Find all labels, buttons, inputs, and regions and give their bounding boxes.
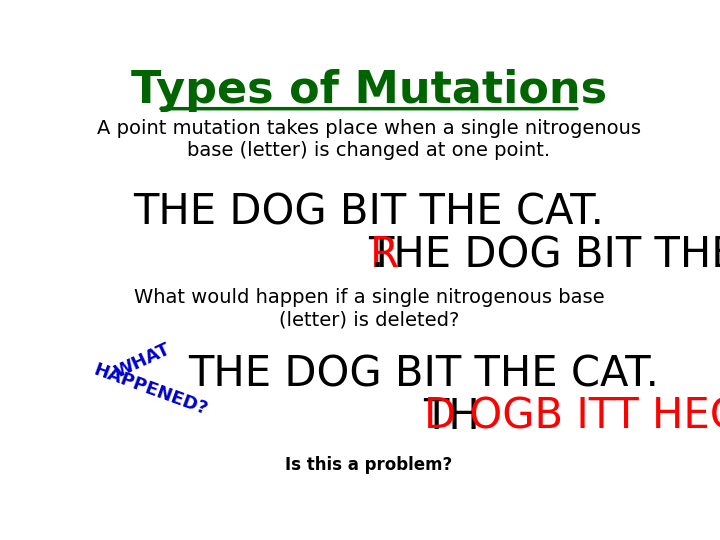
Text: THE DOG BIT THE CAT.: THE DOG BIT THE CAT. [188,354,659,395]
Text: Types of Mutations: Types of Mutations [131,69,607,112]
Text: THE DOG BIT THE CAT.: THE DOG BIT THE CAT. [134,192,604,234]
Text: A point mutation takes place when a single nitrogenous
base (letter) is changed : A point mutation takes place when a sing… [97,119,641,160]
Text: What would happen if a single nitrogenous base
(letter) is deleted?: What would happen if a single nitrogenou… [134,288,604,329]
Text: R: R [369,234,398,276]
Text: HAPPENED?: HAPPENED? [91,361,210,418]
Text: .: . [370,234,384,276]
Text: D OGB ITT HEC AT.: D OGB ITT HEC AT. [423,396,720,438]
Text: WHAT: WHAT [112,340,174,382]
Text: TH: TH [423,396,480,438]
Text: THE DOG BIT THE CA: THE DOG BIT THE CA [369,234,720,276]
Text: Is this a problem?: Is this a problem? [285,456,453,474]
